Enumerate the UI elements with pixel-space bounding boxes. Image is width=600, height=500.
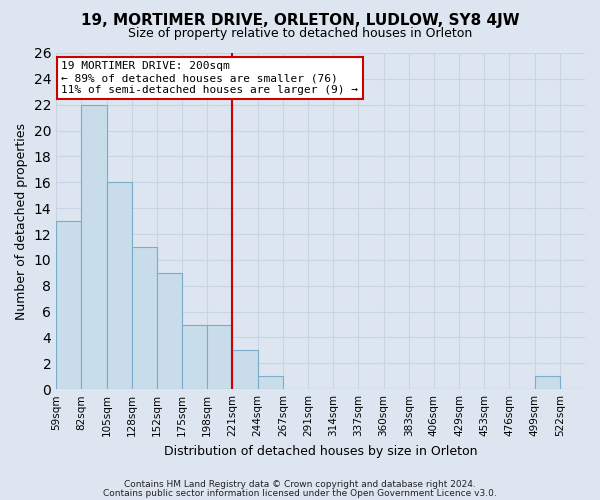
Bar: [56, 221, 82, 389]
Bar: [182, 324, 207, 389]
Text: 19, MORTIMER DRIVE, ORLETON, LUDLOW, SY8 4JW: 19, MORTIMER DRIVE, ORLETON, LUDLOW, SY8…: [80, 12, 520, 28]
Text: Contains public sector information licensed under the Open Government Licence v3: Contains public sector information licen…: [103, 488, 497, 498]
Bar: [132, 247, 157, 389]
Bar: [107, 182, 132, 389]
Bar: [535, 376, 560, 389]
Bar: [257, 376, 283, 389]
Text: Contains HM Land Registry data © Crown copyright and database right 2024.: Contains HM Land Registry data © Crown c…: [124, 480, 476, 489]
X-axis label: Distribution of detached houses by size in Orleton: Distribution of detached houses by size …: [164, 444, 478, 458]
Text: 19 MORTIMER DRIVE: 200sqm
← 89% of detached houses are smaller (76)
11% of semi-: 19 MORTIMER DRIVE: 200sqm ← 89% of detac…: [61, 62, 358, 94]
Bar: [232, 350, 257, 389]
Y-axis label: Number of detached properties: Number of detached properties: [15, 122, 28, 320]
Bar: [207, 324, 232, 389]
Text: Size of property relative to detached houses in Orleton: Size of property relative to detached ho…: [128, 28, 472, 40]
Bar: [82, 104, 107, 389]
Bar: [157, 273, 182, 389]
